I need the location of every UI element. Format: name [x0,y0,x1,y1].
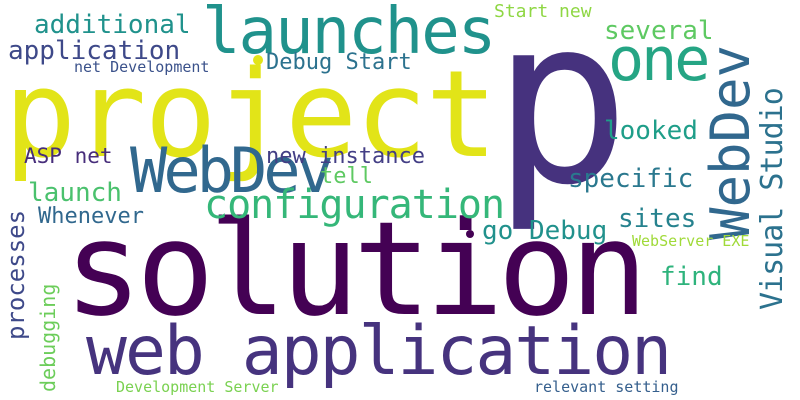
word-solution: solution [64,193,648,345]
word-webdev: WebDev [699,44,762,240]
word-project: project [4,46,498,185]
dot-purple [466,230,474,238]
word-relevant-setting: relevant setting [534,378,679,396]
word-web-application: web application [86,312,672,391]
word-p: p [492,0,631,236]
word-several: several [604,16,714,46]
word-vs: WebDev [130,134,334,207]
word-launches: launches [202,0,496,69]
word-debugging: debugging [36,283,60,392]
word-asp-net: ASP net [24,144,113,168]
word-new-instance: new instance [266,144,425,169]
word-one: one [608,25,710,95]
dot-yellow [253,55,263,65]
word-start-new: Start new [494,1,592,22]
word-visual-studio: Visual Studio [755,88,790,310]
word-development-server: Development Server [116,378,279,396]
word-processes: processes [2,209,30,340]
word-additional: additional [34,10,191,40]
word-webserver-exe: WebServer EXE [632,232,750,250]
word-looked: looked [604,116,698,146]
word-sites: sites [618,204,697,234]
word-specific: specific [568,164,694,194]
word-net-development: net Development [74,58,210,76]
word-application: application [8,36,181,66]
word-find: find [660,262,723,292]
word-tell: tell [320,164,373,189]
word-debug-start: Debug Start [266,50,412,75]
word-configuration: configuration [204,182,505,228]
word-launch: launch [28,178,122,208]
word-go-debug: go Debug [482,216,608,246]
word-whenever: Whenever [38,204,144,229]
